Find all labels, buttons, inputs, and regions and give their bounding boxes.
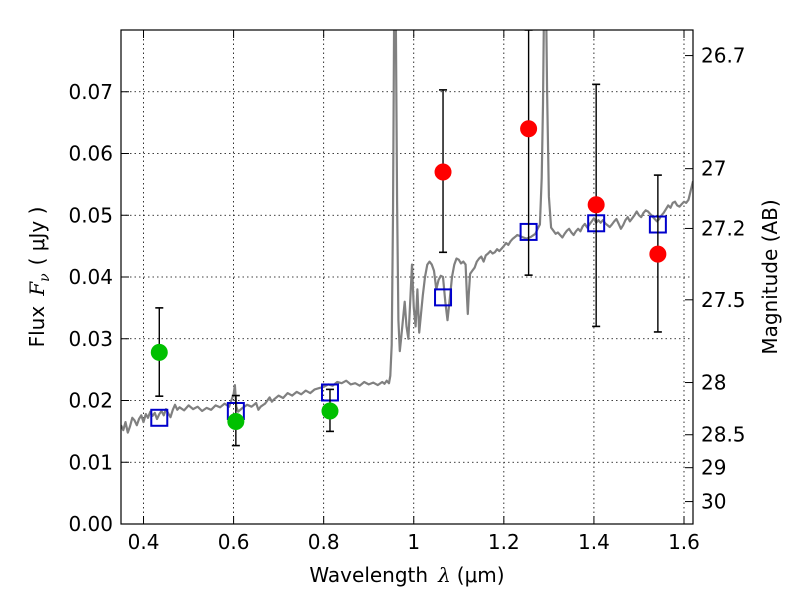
plot-area xyxy=(121,30,693,447)
y-tick-label: 0.06 xyxy=(68,142,113,166)
model-photometry-square xyxy=(150,408,169,427)
optical-detection-point xyxy=(227,412,245,430)
y2-tick-label: 27 xyxy=(701,157,726,181)
y-tick-label: 0.03 xyxy=(68,327,113,351)
x-axis-title-prefix: Wavelength xyxy=(309,563,428,587)
y2-tick-label: 28 xyxy=(701,371,726,395)
y-tick-label: 0.07 xyxy=(68,80,113,104)
x-axis-title-unit: (μm) xyxy=(457,563,505,587)
y2-axis-title: Magnitude (AB) xyxy=(758,199,782,354)
optical-detection-point xyxy=(150,343,168,361)
x-tick-label: 1 xyxy=(407,530,420,554)
nir-detection-point xyxy=(649,245,667,263)
nir-detection-point xyxy=(587,196,605,214)
x-tick-label: 0.6 xyxy=(218,530,250,554)
x-tick-label: 0.4 xyxy=(128,530,160,554)
grid-lines xyxy=(121,30,693,524)
x-tick-label: 1.6 xyxy=(668,530,700,554)
y-axis-title: Flux Fν ( μJy ) xyxy=(25,207,53,348)
model-photometry-square xyxy=(434,288,453,307)
y-tick-label: 0.05 xyxy=(68,203,113,227)
y-axis-title-symbol: F xyxy=(25,281,49,297)
y-tick-label: 0.04 xyxy=(68,265,113,289)
y2-tick-label: 30 xyxy=(701,490,726,514)
x-axis-title: Wavelength λ (μm) xyxy=(309,563,504,587)
x-tick-label: 0.8 xyxy=(308,530,340,554)
y2-tick-label: 27.2 xyxy=(701,216,746,240)
nir-detection-point xyxy=(434,163,452,181)
y-tick-label: 0.02 xyxy=(68,389,113,413)
y-axis-title-subscript: ν xyxy=(37,273,53,282)
optical-detection-point xyxy=(321,402,339,420)
y2-tick-label: 28.5 xyxy=(701,423,746,447)
nir-detection-point xyxy=(520,120,538,138)
x-tick-label: 1.2 xyxy=(488,530,520,554)
y-tick-label: 0.00 xyxy=(68,512,113,536)
y-axis-title-unit: ( μJy ) xyxy=(25,207,49,266)
y2-tick-label: 26.7 xyxy=(701,44,746,68)
y2-tick-label: 27.5 xyxy=(701,288,746,312)
y2-tick-label: 29 xyxy=(701,456,726,480)
x-axis-title-symbol: λ xyxy=(437,563,451,587)
y-tick-label: 0.01 xyxy=(68,450,113,474)
x-tick-label: 1.4 xyxy=(578,530,610,554)
y-axis-title-prefix: Flux xyxy=(25,306,49,348)
axis-ticks: 0.4 0.6 0.8 1 1.2 1.4 1.6 0.00 0.01 0.02 0.03 0.04 0… xyxy=(68,30,746,554)
